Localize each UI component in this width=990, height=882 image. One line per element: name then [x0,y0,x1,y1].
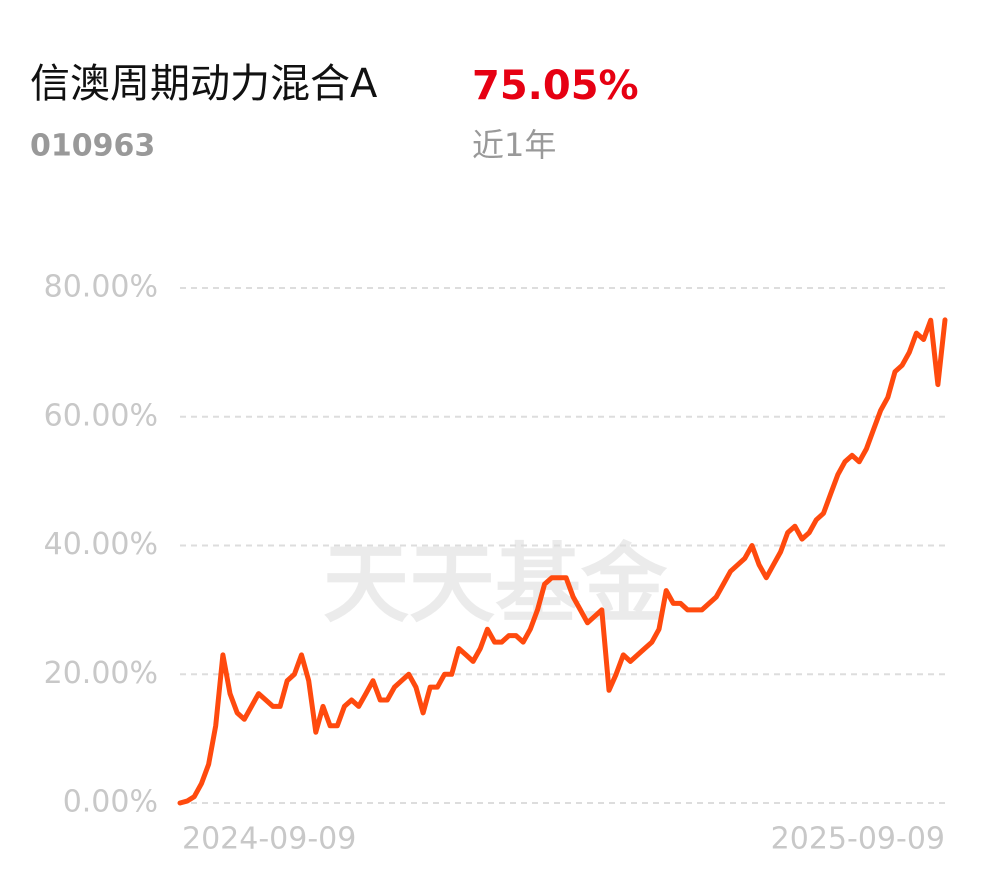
y-tick-label: 60.00% [44,398,158,433]
y-tick-label: 80.00% [44,270,158,305]
period: 近1年 [472,126,556,164]
x-tick-label: 2024-09-09 [182,822,356,857]
x-tick-label: 2025-09-09 [771,822,945,857]
y-tick-label: 40.00% [44,527,158,562]
fund-name: 信澳周期动力混合A [30,61,378,107]
y-tick-label: 20.00% [44,656,158,691]
line [177,317,948,806]
fund-code: 010963 [30,129,155,164]
y-tick-label: 0.00% [63,785,158,820]
watermark: 天天基金 [323,534,668,634]
return: 75.05% [472,63,639,109]
